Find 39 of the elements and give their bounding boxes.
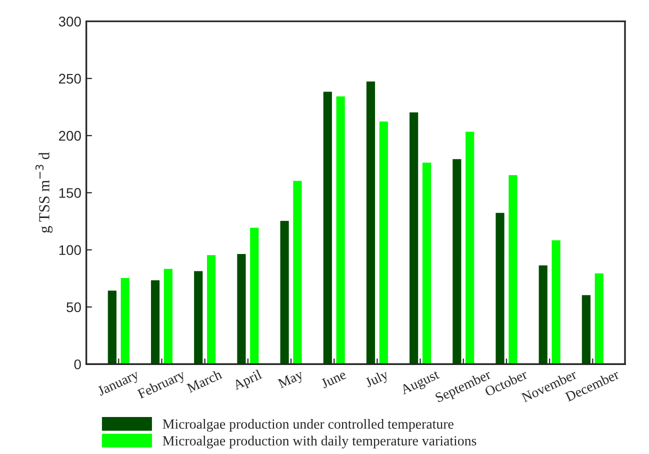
bar — [206, 255, 216, 364]
bar — [194, 271, 203, 364]
bar — [120, 278, 130, 364]
y-axis-title: g TSS m$^{−3}$ d — [35, 152, 53, 233]
y-tick-label: 100 — [59, 245, 81, 256]
bar — [552, 240, 560, 364]
x-tick-label: June — [320, 370, 347, 388]
bar — [410, 112, 418, 364]
y-tick-label: 200 — [58, 130, 81, 141]
bar — [108, 290, 116, 364]
y-tick-label: 300 — [58, 16, 81, 27]
bar — [379, 121, 388, 364]
bar — [422, 162, 432, 364]
bar — [366, 81, 376, 364]
y-tick-label: 50 — [66, 302, 81, 312]
bar — [250, 228, 259, 364]
x-tick-label: April — [232, 369, 264, 393]
bar — [150, 280, 160, 364]
legend-label: Microalgae production with daily temperature variations — [162, 436, 476, 448]
bar — [508, 175, 518, 364]
bar — [496, 212, 504, 364]
y-tick-label: 0 — [74, 359, 81, 370]
bar — [336, 96, 345, 364]
bar — [594, 273, 604, 364]
y-tick-label: 150 — [59, 188, 81, 198]
bar — [582, 295, 590, 364]
bar — [452, 159, 462, 364]
x-tick-label: March — [186, 369, 223, 393]
y-tick-label: 250 — [58, 74, 81, 84]
bar — [164, 268, 172, 364]
x-tick-label: July — [364, 368, 390, 390]
bar — [237, 254, 246, 364]
bar — [466, 132, 474, 364]
bar — [293, 180, 302, 364]
bar — [538, 265, 548, 364]
x-tick-label: May — [277, 369, 306, 391]
bar — [323, 92, 332, 364]
legend-label: Microalgae production under controlled temperature — [162, 418, 454, 432]
bar — [280, 220, 289, 364]
